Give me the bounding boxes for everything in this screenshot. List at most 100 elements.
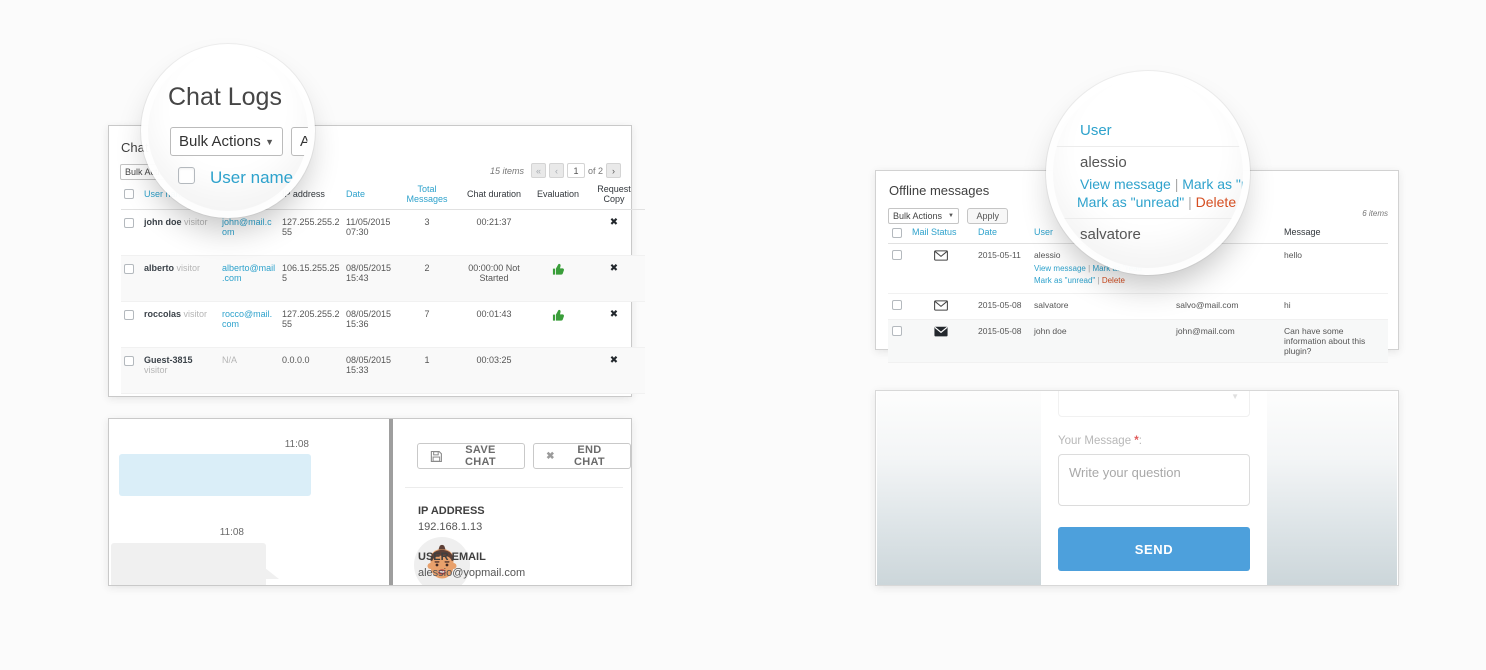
table-row: Guest-3815 visitor N/A 0.0.0.0 08/05/201… [121,347,645,394]
mark-read-link[interactable]: Mark as "read" [1092,263,1145,273]
mark-unread-link[interactable]: Mark as "unread" [1077,194,1185,210]
row-checkbox[interactable] [124,217,134,228]
first-page-button[interactable]: « [530,163,546,178]
user-email-label: USER EMAIL [418,551,486,563]
col-ip-address: IP address [279,180,343,210]
chat-window-panel: 11:08 11:08 SAVE CHAT [108,418,632,586]
col-message: Message [1280,223,1388,244]
date-cell: 2015-05-08 [974,319,1030,363]
row-checkbox[interactable] [892,326,902,337]
ip-cell: 127.255.255.255 [279,209,343,256]
view-message-link[interactable]: View message [1080,176,1171,192]
magnified-user-name-header[interactable]: User name [210,168,294,187]
caret-down-icon: ▼ [265,136,274,147]
total-messages-cell: 2 [399,255,455,302]
email-link[interactable]: rocco@mail.com [222,309,273,329]
gradient-band [877,391,1041,585]
magnified-user-header[interactable]: User [1080,122,1112,139]
avatar [414,537,470,585]
end-chat-label: END CHAT [573,444,605,468]
select-all-checkbox[interactable] [892,227,902,238]
send-button[interactable]: SEND [1058,527,1250,571]
date-cell: 2015-05-08 [974,293,1030,320]
total-messages-cell: 1 [399,347,455,394]
items-count: 6 items [1362,209,1388,218]
total-messages-cell: 7 [399,301,455,348]
col-evaluation: Evaluation [533,180,583,210]
next-page-button[interactable]: › [606,163,621,178]
magnifier-chat-logs: Chat Logs Bulk Actions ▼ A User name [148,51,308,211]
faded-select-field[interactable]: ▼ [1058,391,1250,417]
apply-button[interactable]: Apply [967,208,1008,224]
magnified-apply-button[interactable]: A [291,127,308,156]
user-role: visitor [176,263,201,273]
ip-cell: 127.205.255.255 [279,301,343,348]
message-cell: Can have some information about this plu… [1280,319,1388,363]
message-cell: hi [1280,293,1388,320]
divider [1053,146,1243,147]
request-copy-icon[interactable]: ✖ [609,217,619,228]
col-chat-duration: Chat duration [455,180,533,210]
user-cell: alessio [1034,249,1061,260]
chat-logs-table: User name Email IP address Date Total Me… [121,180,645,394]
email-cell: john@mail.com [1172,319,1280,363]
prev-page-button[interactable]: ‹ [548,163,564,178]
divider [1053,218,1243,219]
chat-logs-panel: Chat Logs Bulk Actions ▼ 15 items « ‹ 1 … [108,125,645,397]
panel-splitter-scrollbar[interactable] [389,419,393,585]
user-email-value: alessio@yopmail.com [418,567,526,579]
col-total-messages[interactable]: Total Messages [399,180,455,210]
date-cell: 08/05/2015 15:43 [343,255,399,302]
date-cell: 08/05/2015 15:36 [343,301,399,348]
delete-link[interactable]: Delete [1101,275,1125,285]
col-request-copy: Request Copy [583,180,645,210]
offline-form-panel: ▼ Your Message *: SEND [875,390,1399,586]
row-checkbox[interactable] [124,355,134,366]
table-row: 2015-05-08 salvatore salvo@mail.com hi [888,293,1388,320]
view-message-link[interactable]: View message [1034,263,1086,273]
delete-link[interactable]: Delete [1195,194,1237,210]
offline-messages-title: Offline messages [889,183,990,198]
save-chat-button[interactable]: SAVE CHAT [417,443,526,469]
col-date[interactable]: Date [343,180,399,210]
row-checkbox[interactable] [892,300,902,311]
row-checkbox[interactable] [892,250,902,261]
current-page-input[interactable]: 1 [566,163,585,178]
row-checkbox[interactable] [124,309,134,320]
date-cell: 2015-05-11 [974,243,1030,294]
magnified-user-name: salvatore [1080,226,1141,243]
end-chat-button[interactable]: ✖ END CHAT [533,443,631,469]
col-mail-status[interactable]: Mail Status [908,223,974,244]
email-link[interactable]: john@mail.com [222,217,272,237]
request-copy-icon[interactable]: ✖ [609,263,619,274]
mark-unread-link[interactable]: Mark as "unread" [1034,275,1096,285]
table-row: john doe visitor john@mail.com 127.255.2… [121,209,645,256]
message-timestamp: 11:08 [284,439,309,450]
email-link[interactable]: alberto@mail.com [222,263,276,283]
magnified-page-title: Chat Logs [168,83,282,111]
col-date[interactable]: Date [974,223,1030,244]
chat-duration-cell: 00:01:43 [455,301,533,348]
message-cell: hello [1280,243,1388,294]
user-name: roccolas [144,309,182,319]
ip-cell: 0.0.0.0 [279,347,343,394]
user-name: john doe [144,217,182,227]
user-role: visitor [144,365,168,375]
close-icon: ✖ [546,450,555,462]
offline-messages-table: Mail Status Date User Message 2015-05-11 [888,223,1388,363]
magnified-select-all-checkbox[interactable] [178,167,195,184]
gradient-band [1267,391,1397,585]
select-all-checkbox[interactable] [124,189,134,200]
row-actions: View message | Mark as "read" Mark as "u… [1034,263,1145,285]
caret-down-icon: ▼ [1231,391,1239,401]
request-copy-icon[interactable]: ✖ [609,309,619,320]
magnified-bulk-actions-select[interactable]: Bulk Actions ▼ [170,127,283,156]
message-textarea[interactable] [1058,454,1250,506]
magnified-user-name: alessio [1080,154,1127,171]
request-copy-icon[interactable]: ✖ [609,355,619,366]
mark-read-link[interactable]: Mark as "read" [1182,176,1243,192]
your-message-label: Your Message *: [1058,435,1142,447]
bulk-actions-label: Bulk Actions [179,133,261,150]
row-checkbox[interactable] [124,263,134,274]
bulk-actions-select[interactable]: Bulk Actions ▼ [888,208,959,224]
